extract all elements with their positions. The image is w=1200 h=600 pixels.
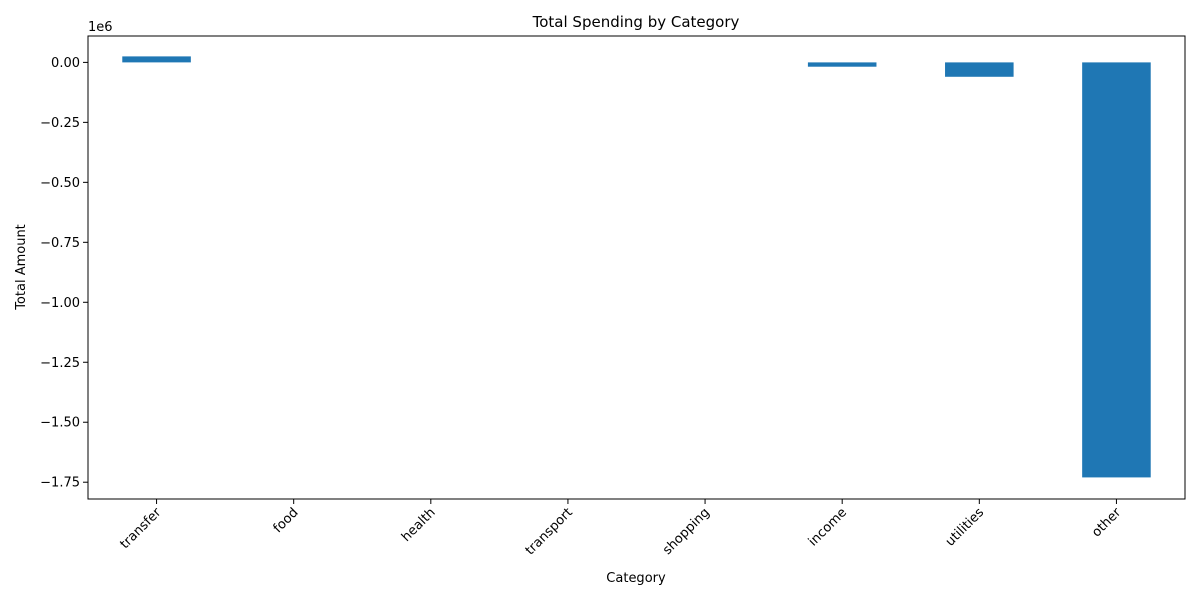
y-tick-label: −1.25 xyxy=(40,356,80,371)
bar-other xyxy=(1082,62,1151,478)
y-tick-label: −1.75 xyxy=(40,476,80,491)
x-axis-label: Category xyxy=(606,571,666,586)
bar-utilities xyxy=(945,62,1014,77)
y-axis-ticks: 0.00 −0.25 −0.50 −0.75 −1.00 −1.25 −1.50 −1.75 xyxy=(40,56,88,491)
plot-frame xyxy=(87,35,1186,500)
x-tick-label: other xyxy=(1089,505,1125,541)
y-tick-label: −1.00 xyxy=(40,296,80,311)
y-tick-label: −0.50 xyxy=(40,176,80,191)
x-tick-label: utilities xyxy=(943,505,987,549)
y-scale-note: 1e6 xyxy=(88,20,113,35)
y-tick-label: −1.50 xyxy=(40,416,80,431)
x-tick-label: health xyxy=(399,505,439,545)
y-axis-label: Total Amount xyxy=(14,224,29,311)
chart-title: Total Spending by Category xyxy=(532,13,740,31)
bar-income xyxy=(807,62,877,67)
x-tick-label: income xyxy=(806,505,850,549)
x-tick-label: shopping xyxy=(660,505,713,558)
y-tick-label: −0.75 xyxy=(40,236,80,251)
y-tick-label: 0.00 xyxy=(51,56,80,71)
x-tick-label: transport xyxy=(523,505,576,558)
bars-group xyxy=(122,56,1151,478)
bar-transfer xyxy=(122,56,191,63)
x-tick-label: food xyxy=(271,505,302,536)
y-tick-label: −0.25 xyxy=(40,116,80,131)
x-tick-label: transfer xyxy=(117,505,164,552)
x-axis-ticks: transfer food health transport shopping incom… xyxy=(117,499,1125,558)
